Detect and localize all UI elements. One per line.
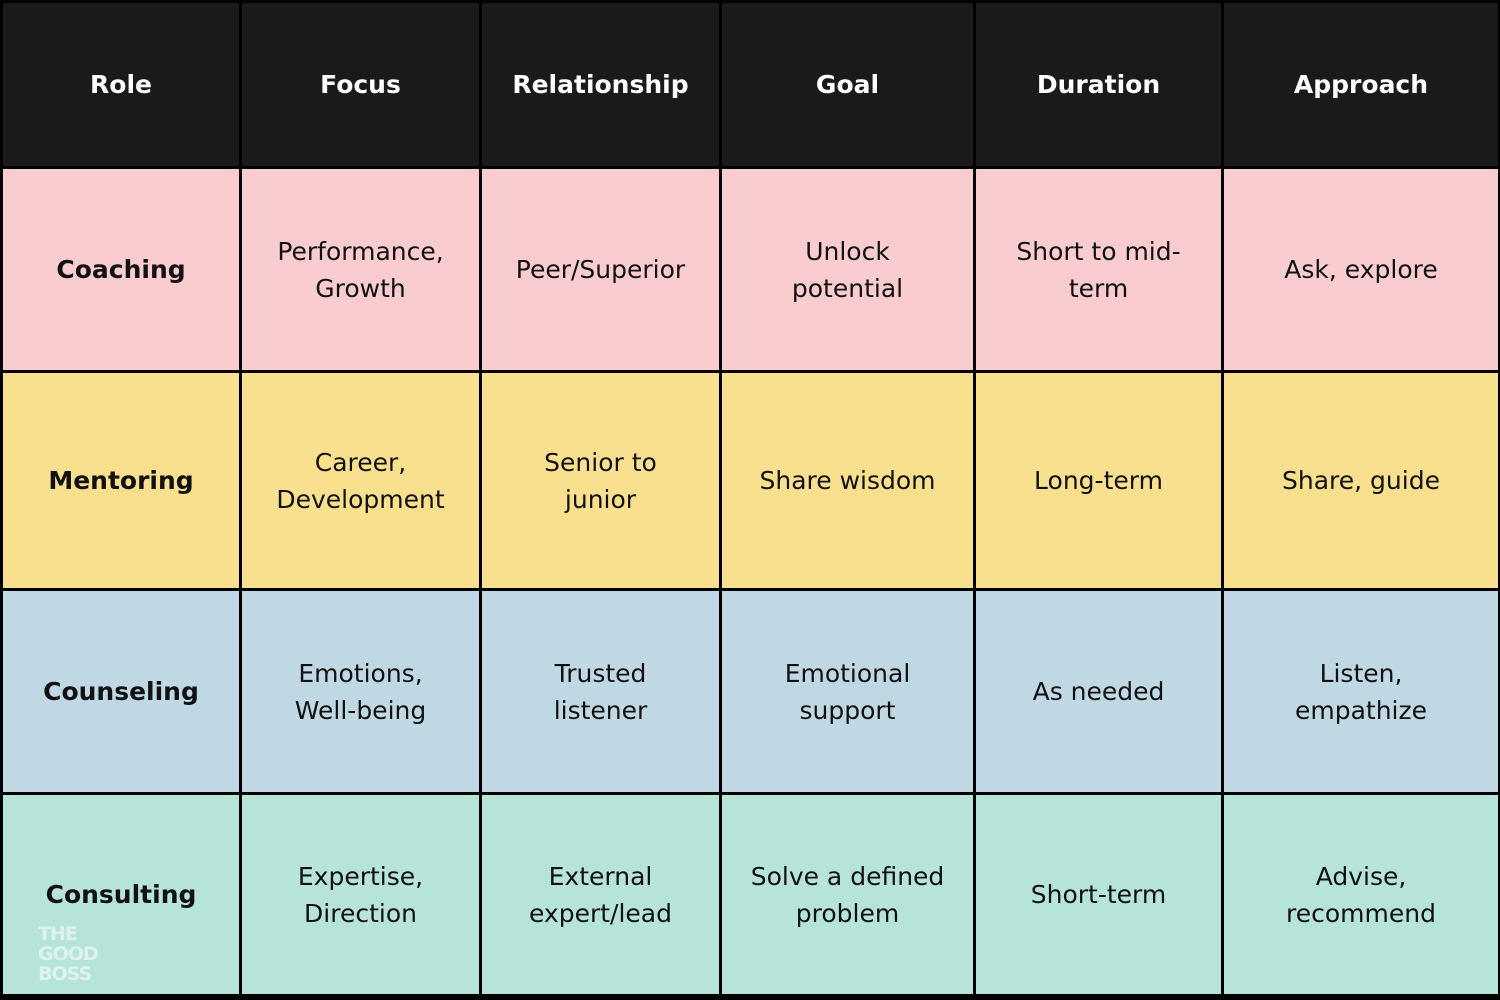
table-cell: Long-term	[976, 373, 1221, 588]
header-cell: Role	[3, 3, 239, 166]
header-cell: Relationship	[482, 3, 719, 166]
table-cell: Advise, recommend	[1224, 795, 1498, 994]
header-cell: Goal	[722, 3, 973, 166]
watermark: THE GOOD BOSS	[38, 923, 99, 985]
table-cell: Share wisdom	[722, 373, 973, 588]
table-cell: Emotional support	[722, 591, 973, 792]
table-cell: Unlock potential	[722, 169, 973, 370]
table-cell: External expert/lead	[482, 795, 719, 994]
table-cell: Performance, Growth	[242, 169, 479, 370]
role-cell: Mentoring	[3, 373, 239, 588]
table-cell: Listen, empathize	[1224, 591, 1498, 792]
watermark-line: THE	[38, 923, 78, 945]
table-cell: Peer/Superior	[482, 169, 719, 370]
table-cell: Share, guide	[1224, 373, 1498, 588]
header-cell: Focus	[242, 3, 479, 166]
role-cell: Coaching	[3, 169, 239, 370]
header-cell: Approach	[1224, 3, 1498, 166]
table-cell: Emotions, Well-being	[242, 591, 479, 792]
table-cell: Short-term	[976, 795, 1221, 994]
table-cell: Career, Development	[242, 373, 479, 588]
table-cell: Senior to junior	[482, 373, 719, 588]
table-cell: Short to mid-term	[976, 169, 1221, 370]
role-cell: Consulting	[3, 795, 239, 994]
table-cell: As needed	[976, 591, 1221, 792]
watermark-line: GOOD	[38, 943, 99, 965]
table-cell: Solve a defined problem	[722, 795, 973, 994]
table-cell: Expertise, Direction	[242, 795, 479, 994]
role-cell: Counseling	[3, 591, 239, 792]
header-cell: Duration	[976, 3, 1221, 166]
watermark-line: BOSS	[38, 963, 92, 985]
table-cell: Trusted listener	[482, 591, 719, 792]
table-cell: Ask, explore	[1224, 169, 1498, 370]
